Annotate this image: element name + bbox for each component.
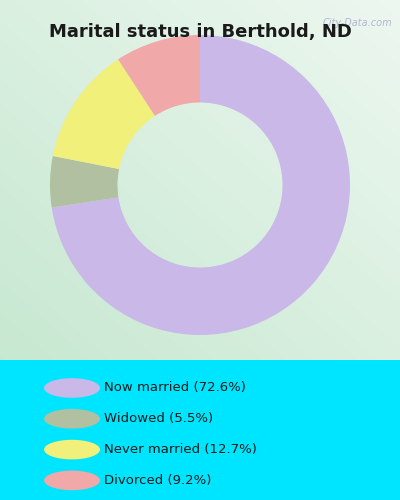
Text: Never married (12.7%): Never married (12.7%) bbox=[104, 443, 257, 456]
Text: City-Data.com: City-Data.com bbox=[322, 18, 392, 28]
Circle shape bbox=[44, 470, 100, 490]
Wedge shape bbox=[52, 35, 350, 335]
Text: Widowed (5.5%): Widowed (5.5%) bbox=[104, 412, 213, 426]
Text: Divorced (9.2%): Divorced (9.2%) bbox=[104, 474, 211, 487]
Circle shape bbox=[44, 378, 100, 398]
Wedge shape bbox=[53, 60, 155, 169]
Wedge shape bbox=[118, 35, 200, 116]
Circle shape bbox=[44, 409, 100, 428]
Wedge shape bbox=[50, 156, 119, 208]
Text: Marital status in Berthold, ND: Marital status in Berthold, ND bbox=[48, 22, 352, 40]
Text: Now married (72.6%): Now married (72.6%) bbox=[104, 382, 246, 394]
Circle shape bbox=[44, 440, 100, 460]
